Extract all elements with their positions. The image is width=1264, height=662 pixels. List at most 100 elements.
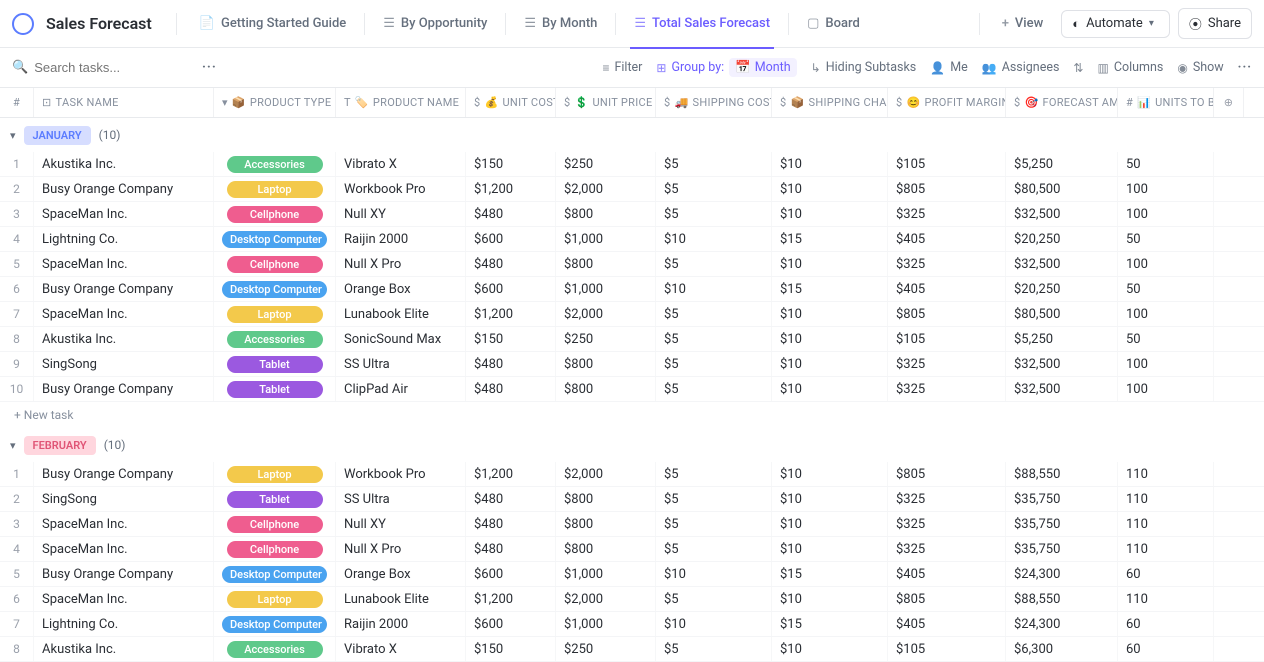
cell-forecast[interactable]: $80,500 (1006, 177, 1118, 201)
cell-shipping-charge[interactable]: $10 (772, 487, 888, 511)
table-row[interactable]: 10 Busy Orange Company Tablet ClipPad Ai… (0, 377, 1264, 402)
cell-company[interactable]: SpaceMan Inc. (34, 537, 214, 561)
cell-units[interactable]: 100 (1118, 352, 1214, 376)
cell-company[interactable]: SpaceMan Inc. (34, 512, 214, 536)
table-row[interactable]: 3 SpaceMan Inc. Cellphone Null XY $480 $… (0, 202, 1264, 227)
cell-shipping-cost[interactable]: $10 (656, 227, 772, 251)
cell-unit-price[interactable]: $800 (556, 377, 656, 401)
cell-shipping-cost[interactable]: $5 (656, 512, 772, 536)
cell-unit-price[interactable]: $1,000 (556, 562, 656, 586)
cell-profit-margin[interactable]: $105 (888, 327, 1006, 351)
cell-product-name[interactable]: Null X Pro (336, 537, 466, 561)
cell-shipping-charge[interactable]: $10 (772, 152, 888, 176)
table-row[interactable]: 3 SpaceMan Inc. Cellphone Null XY $480 $… (0, 512, 1264, 537)
cell-unit-price[interactable]: $2,000 (556, 302, 656, 326)
cell-unit-cost[interactable]: $480 (466, 512, 556, 536)
cell-shipping-charge[interactable]: $10 (772, 462, 888, 486)
cell-units[interactable]: 100 (1118, 177, 1214, 201)
col-index[interactable]: # (0, 88, 34, 117)
cell-product-type[interactable]: Laptop (214, 462, 336, 486)
cell-unit-price[interactable]: $800 (556, 512, 656, 536)
cell-shipping-cost[interactable]: $5 (656, 252, 772, 276)
cell-unit-cost[interactable]: $480 (466, 202, 556, 226)
cell-product-name[interactable]: SS Ultra (336, 352, 466, 376)
cell-shipping-cost[interactable]: $5 (656, 152, 772, 176)
cell-profit-margin[interactable]: $325 (888, 487, 1006, 511)
cell-forecast[interactable]: $32,500 (1006, 252, 1118, 276)
cell-unit-cost[interactable]: $1,200 (466, 302, 556, 326)
cell-shipping-charge[interactable]: $15 (772, 277, 888, 301)
cell-unit-cost[interactable]: $600 (466, 612, 556, 636)
cell-product-name[interactable]: Null XY (336, 512, 466, 536)
cell-company[interactable]: Busy Orange Company (34, 377, 214, 401)
cell-unit-price[interactable]: $1,000 (556, 227, 656, 251)
cell-company[interactable]: Akustika Inc. (34, 152, 214, 176)
cell-company[interactable]: Lightning Co. (34, 612, 214, 636)
cell-profit-margin[interactable]: $805 (888, 302, 1006, 326)
cell-forecast[interactable]: $80,500 (1006, 302, 1118, 326)
cell-forecast[interactable]: $35,750 (1006, 537, 1118, 561)
cell-forecast[interactable]: $6,300 (1006, 637, 1118, 661)
cell-unit-cost[interactable]: $480 (466, 252, 556, 276)
cell-forecast[interactable]: $32,500 (1006, 202, 1118, 226)
cell-product-name[interactable]: Workbook Pro (336, 462, 466, 486)
cell-company[interactable]: Busy Orange Company (34, 177, 214, 201)
cell-product-name[interactable]: Lunabook Elite (336, 302, 466, 326)
cell-unit-price[interactable]: $250 (556, 327, 656, 351)
cell-profit-margin[interactable]: $325 (888, 377, 1006, 401)
table-row[interactable]: 7 SpaceMan Inc. Laptop Lunabook Elite $1… (0, 302, 1264, 327)
table-row[interactable]: 9 SingSong Tablet SS Ultra $480 $800 $5 … (0, 352, 1264, 377)
tab-by-month[interactable]: ☰By Month (512, 0, 609, 48)
cell-forecast[interactable]: $88,550 (1006, 587, 1118, 611)
cell-product-name[interactable]: Lunabook Elite (336, 587, 466, 611)
col-profit-margin[interactable]: $😊PROFIT MARGIN (888, 88, 1006, 117)
share-button[interactable]: ⦿ Share (1178, 8, 1252, 39)
cell-product-type[interactable]: Cellphone (214, 202, 336, 226)
cell-forecast[interactable]: $32,500 (1006, 377, 1118, 401)
table-row[interactable]: 1 Akustika Inc. Accessories Vibrato X $1… (0, 152, 1264, 177)
cell-unit-price[interactable]: $250 (556, 152, 656, 176)
cell-product-type[interactable]: Cellphone (214, 252, 336, 276)
col-shipping-charge[interactable]: $📦SHIPPING CHARGE (772, 88, 888, 117)
sort-button[interactable]: ⇅ (1073, 61, 1083, 75)
cell-profit-margin[interactable]: $325 (888, 512, 1006, 536)
cell-unit-price[interactable]: $250 (556, 637, 656, 661)
cell-units[interactable]: 100 (1118, 377, 1214, 401)
cell-unit-price[interactable]: $1,000 (556, 277, 656, 301)
cell-product-name[interactable]: Orange Box (336, 277, 466, 301)
cell-company[interactable]: SpaceMan Inc. (34, 302, 214, 326)
cell-company[interactable]: Busy Orange Company (34, 562, 214, 586)
cell-product-type[interactable]: Cellphone (214, 537, 336, 561)
cell-company[interactable]: SpaceMan Inc. (34, 252, 214, 276)
cell-unit-cost[interactable]: $600 (466, 562, 556, 586)
cell-profit-margin[interactable]: $325 (888, 202, 1006, 226)
cell-shipping-charge[interactable]: $10 (772, 202, 888, 226)
new-task-button[interactable]: + New task (0, 402, 1264, 428)
cell-forecast[interactable]: $5,250 (1006, 152, 1118, 176)
cell-product-name[interactable]: Orange Box (336, 562, 466, 586)
cell-shipping-charge[interactable]: $10 (772, 327, 888, 351)
cell-product-type[interactable]: Accessories (214, 637, 336, 661)
cell-shipping-cost[interactable]: $10 (656, 562, 772, 586)
cell-shipping-cost[interactable]: $10 (656, 612, 772, 636)
table-row[interactable]: 2 SingSong Tablet SS Ultra $480 $800 $5 … (0, 487, 1264, 512)
cell-company[interactable]: Lightning Co. (34, 227, 214, 251)
cell-unit-price[interactable]: $800 (556, 252, 656, 276)
show-button[interactable]: ◉Show (1177, 60, 1223, 75)
cell-shipping-cost[interactable]: $5 (656, 462, 772, 486)
cell-forecast[interactable]: $32,500 (1006, 352, 1118, 376)
cell-product-name[interactable]: Vibrato X (336, 637, 466, 661)
add-view-button[interactable]: + View (990, 0, 1056, 48)
cell-shipping-charge[interactable]: $10 (772, 177, 888, 201)
table-row[interactable]: 2 Busy Orange Company Laptop Workbook Pr… (0, 177, 1264, 202)
cell-shipping-charge[interactable]: $15 (772, 227, 888, 251)
cell-profit-margin[interactable]: $325 (888, 537, 1006, 561)
cell-profit-margin[interactable]: $325 (888, 352, 1006, 376)
cell-unit-cost[interactable]: $600 (466, 227, 556, 251)
cell-shipping-charge[interactable]: $10 (772, 302, 888, 326)
cell-unit-cost[interactable]: $150 (466, 152, 556, 176)
cell-forecast[interactable]: $35,750 (1006, 512, 1118, 536)
col-product-type[interactable]: ▾📦PRODUCT TYPE (214, 88, 336, 117)
cell-shipping-cost[interactable]: $5 (656, 352, 772, 376)
cell-units[interactable]: 100 (1118, 252, 1214, 276)
